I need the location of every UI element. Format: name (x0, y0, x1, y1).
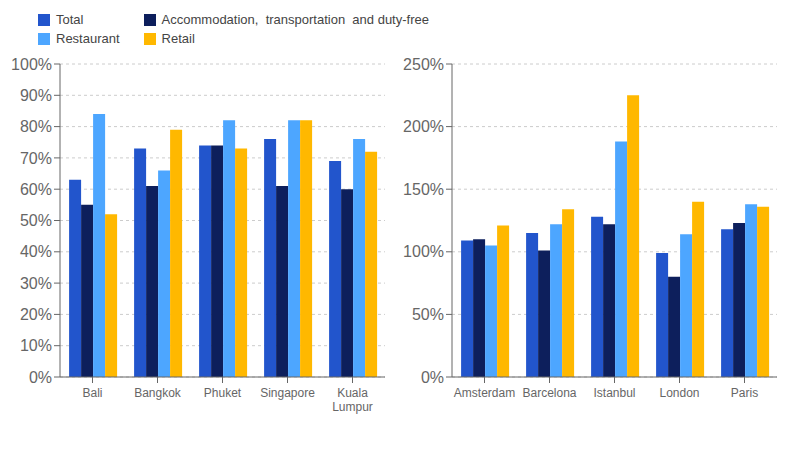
svg-text:250%: 250% (403, 56, 444, 73)
svg-text:London: London (659, 386, 699, 400)
svg-text:40%: 40% (20, 243, 52, 260)
svg-text:150%: 150% (403, 181, 444, 198)
html-text:Restaurant: Restaurant (56, 31, 120, 46)
svg-text:70%: 70% (20, 150, 52, 167)
svg-text:Singapore: Singapore (260, 386, 315, 400)
svg-text:Phuket: Phuket (204, 386, 242, 400)
svg-text:Barcelona: Barcelona (522, 386, 576, 400)
svg-text:30%: 30% (20, 275, 52, 292)
svg-text:200%: 200% (403, 118, 444, 135)
svg-text:Bali: Bali (82, 386, 102, 400)
svg-text:Paris: Paris (731, 386, 758, 400)
svg-text:0%: 0% (421, 369, 444, 386)
html-text:Retail: Retail (161, 31, 195, 46)
svg-text:20%: 20% (20, 306, 52, 323)
svg-text:50%: 50% (20, 212, 52, 229)
svg-text:100%: 100% (403, 243, 444, 260)
svg-text:80%: 80% (20, 118, 52, 135)
html-text:Accommodation, transportation: Accommodation, transportation and duty-f… (161, 12, 429, 27)
svg-text:50%: 50% (412, 306, 444, 323)
svg-text:10%: 10% (20, 337, 52, 354)
svg-text:100%: 100% (11, 56, 52, 73)
svg-text:Istanbul: Istanbul (593, 386, 635, 400)
svg-text:Bangkok: Bangkok (134, 386, 182, 400)
svg-text:90%: 90% (20, 87, 52, 104)
svg-text:KualaLumpur: KualaLumpur (332, 386, 373, 414)
html-text:Total: Total (56, 12, 84, 27)
svg-text:60%: 60% (20, 181, 52, 198)
svg-text:Amsterdam: Amsterdam (454, 386, 515, 400)
svg-text:0%: 0% (29, 369, 52, 386)
